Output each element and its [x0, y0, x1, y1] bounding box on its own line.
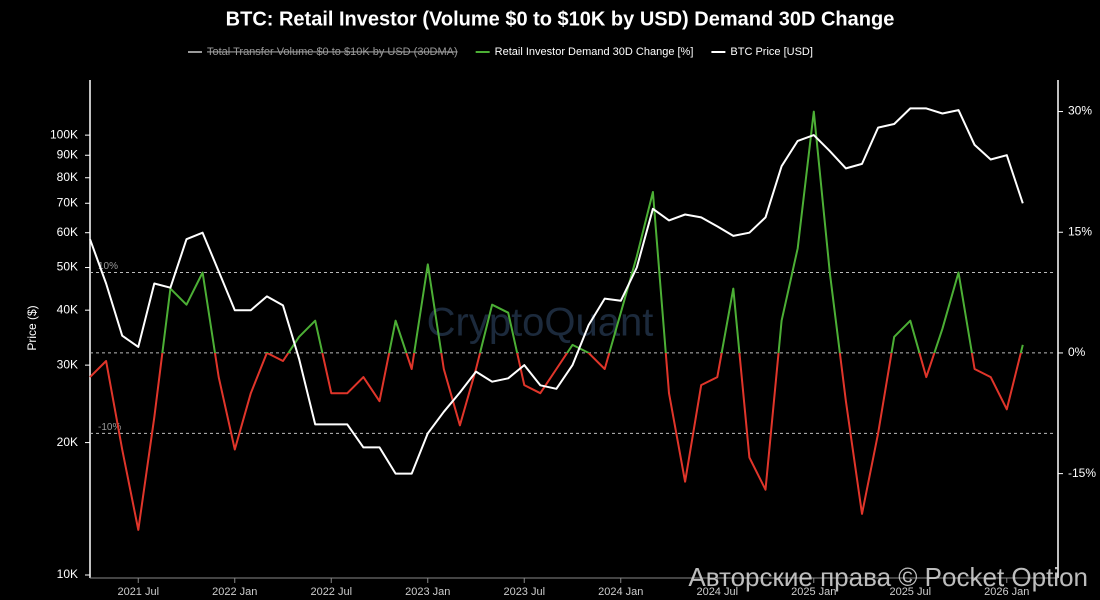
reference-label: 10% — [98, 261, 118, 272]
y2-tick-label: -15% — [1068, 466, 1096, 480]
y2-tick-label: 30% — [1068, 104, 1092, 118]
x-tick-label: 2022 Jan — [212, 586, 257, 598]
y-axis-label: Price ($) — [25, 305, 39, 350]
x-tick-label: 2025 Jul — [889, 586, 931, 598]
y2-tick-label: 0% — [1068, 345, 1086, 359]
series-line — [89, 110, 1024, 531]
y-tick-label: 20K — [57, 435, 78, 449]
x-tick-label: 2023 Jan — [405, 586, 450, 598]
x-tick-label: 2024 Jan — [598, 586, 643, 598]
y-tick-label: 50K — [57, 260, 78, 274]
x-tick-label: 2025 Jan — [791, 586, 836, 598]
legend-label: Total Transfer Volume $0 to $10K by USD … — [207, 46, 458, 58]
y-tick-label: 100K — [50, 127, 78, 141]
y-tick-label: 40K — [57, 302, 78, 316]
y-tick-label: 10K — [57, 567, 78, 581]
x-tick-label: 2023 Jul — [503, 586, 545, 598]
legend: Total Transfer Volume $0 to $10K by USD … — [188, 46, 813, 58]
chart-title: BTC: Retail Investor (Volume $0 to $10K … — [226, 8, 895, 30]
overlay-text: Авторские права © Pocket Option — [688, 562, 1088, 592]
x-tick-label: 2021 Jul — [117, 586, 159, 598]
x-tick-label: 2026 Jan — [984, 586, 1029, 598]
x-tick-label: 2022 Jul — [310, 586, 352, 598]
y-tick-label: 80K — [57, 170, 78, 184]
legend-label: BTC Price [USD] — [730, 46, 813, 58]
y-tick-label: 70K — [57, 195, 78, 209]
y-tick-label: 90K — [57, 147, 78, 161]
y-tick-label: 30K — [57, 357, 78, 371]
watermark: CryptoQuant — [427, 301, 654, 345]
series-line — [89, 107, 1024, 475]
reference-label: -10% — [98, 422, 121, 433]
x-tick-label: 2024 Jul — [696, 586, 738, 598]
y2-tick-label: 15% — [1068, 224, 1092, 238]
legend-label: Retail Investor Demand 30D Change [%] — [495, 46, 694, 58]
y-tick-label: 60K — [57, 225, 78, 239]
